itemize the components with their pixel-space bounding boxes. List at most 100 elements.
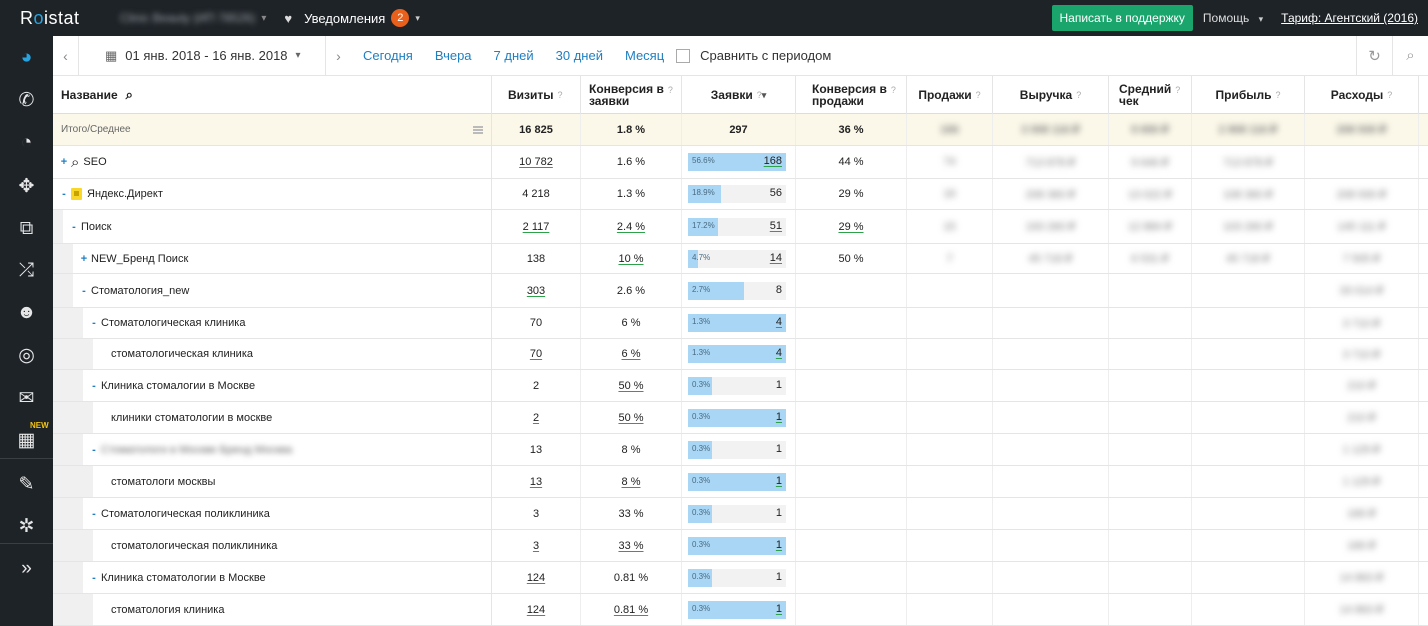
help-icon[interactable]: ? xyxy=(1076,90,1082,100)
cell-value[interactable]: 124 xyxy=(526,571,546,584)
column-profit[interactable]: Прибыль? xyxy=(1192,76,1305,114)
crosshair-icon[interactable]: ✥ xyxy=(18,175,35,197)
column-visits[interactable]: Визиты? xyxy=(492,76,581,114)
collapse-toggle[interactable]: - xyxy=(92,317,96,329)
period-yesterday[interactable]: Вчера xyxy=(434,48,472,63)
gear-icon[interactable]: ✲ xyxy=(18,515,35,537)
name-cell[interactable]: стоматологическая клиника xyxy=(93,339,492,369)
cell-value[interactable]: 6 % xyxy=(621,348,641,360)
tariff-link[interactable]: Тариф: Агентский (2016) xyxy=(1281,11,1418,25)
project-selector[interactable]: Clinic Beauty (ИП 78526) xyxy=(120,11,256,25)
heart-pulse-icon[interactable]: ♥ xyxy=(284,10,293,26)
collapse-toggle[interactable]: - xyxy=(92,507,96,520)
date-range-picker[interactable]: ▦ 01 янв. 2018 - 16 янв. 2018 ▾ xyxy=(79,36,325,76)
name-cell[interactable]: стоматология клиника xyxy=(93,594,492,625)
leads-count[interactable]: 168 xyxy=(763,155,782,167)
name-cell[interactable]: - Стоматологическая поликлиника xyxy=(83,498,492,529)
collapse-toggle[interactable]: - xyxy=(92,379,96,392)
notifications-button[interactable]: Уведомления 2 ▾ xyxy=(304,9,420,27)
help-icon[interactable]: ? xyxy=(667,85,673,95)
table-row[interactable]: - Стоматологическая поликлиника 3 33 % 0.3% 1… xyxy=(53,498,1428,530)
search-icon[interactable]: ⌕ xyxy=(1392,35,1428,76)
sort-desc-icon[interactable]: ▾ xyxy=(761,90,767,100)
help-menu[interactable]: Помощь ▾ xyxy=(1202,11,1264,25)
column-name[interactable]: Название ⌕ xyxy=(53,76,492,114)
table-row[interactable]: стоматологи москвы 13 8 % 0.3% 1 1 129 ₽ xyxy=(53,466,1428,498)
table-row[interactable]: - Поиск 2 117 2.4 % 17.2% 51 29 % 15 193 260 ₽ 12… xyxy=(53,210,1428,244)
cell-value[interactable]: 70 xyxy=(529,348,543,360)
search-icon[interactable]: ⌕ xyxy=(125,87,133,102)
cell-value[interactable]: 10 % xyxy=(618,252,644,265)
cell-value[interactable]: 8 % xyxy=(621,475,641,488)
period-today[interactable]: Сегодня xyxy=(363,48,413,63)
cell-value[interactable]: 50 % xyxy=(618,411,644,424)
name-cell[interactable]: + ⌕ SEO xyxy=(53,146,492,178)
table-row[interactable]: - Клиника стомалогии в Москве 2 50 % 0.3% 1 21… xyxy=(53,370,1428,402)
compare-checkbox[interactable] xyxy=(676,48,691,63)
help-icon[interactable]: ? xyxy=(890,85,896,95)
prev-period-button[interactable]: ‹ xyxy=(53,35,79,76)
leads-count[interactable]: 1 xyxy=(775,410,782,423)
target-icon[interactable]: ◎ xyxy=(18,344,35,366)
name-cell[interactable]: стоматологи москвы xyxy=(93,466,492,497)
cell-value[interactable]: 13 xyxy=(529,475,543,488)
leads-count[interactable]: 1 xyxy=(775,602,782,615)
cell-value[interactable]: 0.81 % xyxy=(613,603,649,616)
column-revenue[interactable]: Выручка? xyxy=(993,76,1109,114)
column-sales[interactable]: Продажи? xyxy=(907,76,993,114)
collapse-toggle[interactable]: - xyxy=(92,571,96,584)
table-row[interactable]: - Стоматология_new 303 2.6 % 2.7% 8 33 014 ₽ xyxy=(53,274,1428,308)
help-icon[interactable]: ? xyxy=(557,90,563,100)
help-icon[interactable]: ? xyxy=(756,90,762,100)
name-cell[interactable]: клиники стоматологии в москве xyxy=(93,402,492,433)
table-row[interactable]: стоматологическая клиника 70 6 % 1.3% 4 3 710… xyxy=(53,339,1428,370)
leads-count[interactable]: 1 xyxy=(775,538,782,551)
leads-count[interactable]: 4 xyxy=(775,316,782,328)
chevron-down-icon[interactable]: ▾ xyxy=(261,12,267,24)
collapse-toggle[interactable]: - xyxy=(82,284,86,297)
grid-new-icon[interactable]: ▦ xyxy=(17,429,36,451)
table-row[interactable]: - Стоматологи в Москве Бренд Москва 13 8 % 0… xyxy=(53,434,1428,466)
expand-icon[interactable]: » xyxy=(21,558,32,579)
next-period-button[interactable]: › xyxy=(325,35,351,76)
roistat-logo[interactable]: Roistat xyxy=(20,7,80,28)
support-button[interactable]: Написать в поддержку xyxy=(1051,5,1193,31)
dashboard-icon[interactable]: ◔ xyxy=(20,132,33,153)
cell-value[interactable]: 303 xyxy=(526,284,546,297)
table-row[interactable]: - Клиника стоматологии в Москве 124 0.81 % 0… xyxy=(53,562,1428,594)
column-avg-check[interactable]: Средний чек? xyxy=(1109,76,1192,114)
leads-count[interactable]: 4 xyxy=(775,347,782,359)
column-settings-icon[interactable] xyxy=(473,125,483,134)
name-cell[interactable]: стоматологическая поликлиника xyxy=(93,530,492,561)
cell-value[interactable]: 10 782 xyxy=(519,156,553,168)
pie-chart-icon[interactable]: ◕ xyxy=(20,47,33,68)
table-row[interactable]: - Стоматологическая клиника 70 6 % 1.3% 4 3 71… xyxy=(53,308,1428,339)
cell-value[interactable]: 124 xyxy=(526,603,546,616)
table-row[interactable]: стоматология клиника 124 0.81 % 0.3% 1 14 863… xyxy=(53,594,1428,626)
collapse-toggle[interactable]: - xyxy=(92,443,96,456)
table-row[interactable]: + NEW_Бренд Поиск 138 10 % 4.7% 14 50 % 7 45 718… xyxy=(53,244,1428,274)
column-conv-leads[interactable]: Конверсия в заявки? xyxy=(581,76,682,114)
period-30-days[interactable]: 30 дней xyxy=(555,48,603,63)
cell-value[interactable]: 50 % xyxy=(618,379,644,392)
table-row[interactable]: стоматологическая поликлиника 3 33 % 0.3% 1 1… xyxy=(53,530,1428,562)
collapse-toggle[interactable]: - xyxy=(62,188,66,200)
column-conv-sales[interactable]: Конверсия в продажи? xyxy=(796,76,907,114)
name-cell[interactable]: - Клиника стомалогии в Москве xyxy=(83,370,492,401)
name-cell[interactable]: - Стоматология_new xyxy=(73,274,492,307)
leads-count[interactable]: 1 xyxy=(775,474,782,487)
sitemap-icon[interactable]: ⧉ xyxy=(19,218,34,239)
help-icon[interactable]: ? xyxy=(1387,90,1393,100)
wrench-icon[interactable]: ✎ xyxy=(18,473,35,495)
cell-value[interactable]: 2.4 % xyxy=(616,220,646,233)
cell-value[interactable]: 2 xyxy=(532,411,540,424)
period-month[interactable]: Месяц xyxy=(624,48,665,63)
help-icon[interactable]: ? xyxy=(975,90,981,100)
mail-icon[interactable]: ✉ xyxy=(18,387,35,409)
refresh-icon[interactable]: ↻ xyxy=(1356,35,1392,76)
expand-toggle[interactable]: + xyxy=(80,252,88,265)
column-leads[interactable]: Заявки? ▾ xyxy=(682,76,796,114)
table-row[interactable]: - Яндекс.Директ 4 218 1.3 % 18.9% 56 29 % 16 208… xyxy=(53,179,1428,210)
leads-count[interactable]: 14 xyxy=(769,251,782,264)
collapse-toggle[interactable]: - xyxy=(72,220,76,233)
